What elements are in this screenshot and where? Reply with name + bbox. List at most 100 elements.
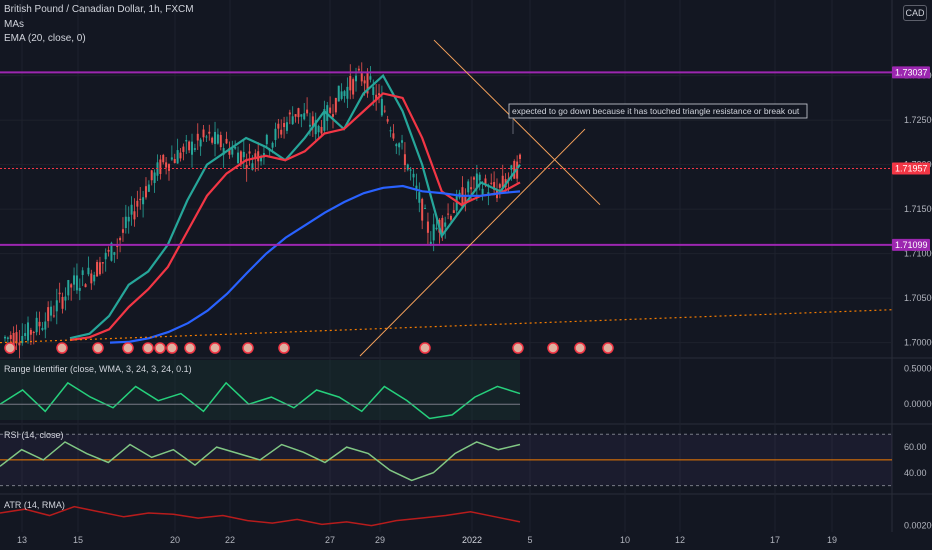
candle-body bbox=[303, 113, 306, 120]
candle-body bbox=[366, 72, 369, 94]
candle-body bbox=[386, 119, 389, 122]
candle-body bbox=[294, 114, 297, 117]
candle-body bbox=[406, 164, 409, 170]
x-tick-label: 5 bbox=[527, 535, 532, 545]
candle-body bbox=[170, 157, 173, 160]
economic-event-icon bbox=[166, 342, 178, 354]
economic-event-icon bbox=[122, 342, 134, 354]
candle-body bbox=[55, 300, 58, 312]
candle-body bbox=[44, 321, 47, 330]
annotation-text: expected to go down because it has touch… bbox=[512, 106, 800, 116]
candle-body bbox=[317, 125, 320, 133]
candle-body bbox=[311, 116, 314, 127]
economic-event-icon bbox=[56, 342, 68, 354]
candle-body bbox=[130, 204, 133, 215]
candle-body bbox=[501, 175, 504, 188]
range-band bbox=[0, 360, 520, 420]
candle-body bbox=[415, 185, 418, 190]
indicator-title: RSI (14, close) bbox=[4, 430, 64, 440]
candle-body bbox=[136, 200, 139, 207]
candle-body bbox=[412, 173, 415, 178]
candle-body bbox=[470, 187, 473, 190]
candle-body bbox=[185, 140, 188, 142]
candle-body bbox=[110, 242, 113, 261]
candle-body bbox=[228, 147, 231, 155]
candle-body bbox=[372, 87, 375, 96]
candle-body bbox=[334, 97, 337, 113]
candle-body bbox=[498, 184, 501, 188]
candle-body bbox=[139, 198, 142, 201]
candle-body bbox=[9, 335, 12, 340]
indicator-tick-label: 60.00 bbox=[904, 442, 927, 452]
candle-body bbox=[222, 148, 225, 155]
price-tick-label: 1.70000 bbox=[904, 338, 932, 348]
x-tick-label: 15 bbox=[73, 535, 83, 545]
price-tick-label: 1.72500 bbox=[904, 115, 932, 125]
candle-body bbox=[308, 124, 311, 127]
candle-body bbox=[234, 146, 237, 149]
triangle-upper-line bbox=[433, 39, 601, 206]
candle-body bbox=[101, 262, 104, 264]
candle-body bbox=[38, 321, 41, 327]
indicator-tick-label: 40.00 bbox=[904, 468, 927, 478]
candle-body bbox=[121, 229, 124, 233]
candle-body bbox=[360, 72, 363, 82]
candle-body bbox=[447, 213, 450, 215]
candle-body bbox=[349, 75, 352, 91]
candle-body bbox=[127, 216, 130, 222]
price-level-tag bbox=[892, 162, 930, 175]
candle-body bbox=[478, 174, 481, 181]
x-tick-label: 13 bbox=[17, 535, 27, 545]
annotation-box bbox=[508, 103, 808, 119]
candle-body bbox=[144, 186, 147, 198]
candle-body bbox=[383, 110, 386, 112]
candle-body bbox=[277, 123, 280, 129]
candle-body bbox=[124, 216, 127, 229]
candle-body bbox=[78, 287, 81, 291]
candle-body bbox=[314, 120, 317, 135]
ma-blue-line bbox=[109, 184, 521, 344]
candle-body bbox=[12, 332, 15, 346]
candle-body bbox=[98, 262, 101, 275]
candle-body bbox=[153, 172, 156, 184]
candle-body bbox=[50, 306, 53, 316]
candle-body bbox=[24, 333, 27, 336]
candle-body bbox=[519, 154, 521, 159]
candle-body bbox=[242, 151, 245, 158]
candle-body bbox=[429, 241, 432, 245]
candle-body bbox=[239, 151, 242, 163]
candle-body bbox=[93, 274, 96, 282]
candle-body bbox=[64, 296, 67, 301]
ma-legend[interactable]: MAs bbox=[4, 19, 24, 30]
ema-legend[interactable]: EMA (20, close, 0) bbox=[4, 33, 86, 44]
economic-event-icon bbox=[602, 342, 614, 354]
candle-body bbox=[15, 332, 18, 344]
currency-badge[interactable]: CAD bbox=[903, 5, 927, 21]
economic-event-icon bbox=[142, 342, 154, 354]
candle-body bbox=[251, 163, 254, 170]
candle-body bbox=[329, 107, 332, 113]
indicator-tick-label: 0.00000 bbox=[904, 399, 932, 409]
economic-event-icon bbox=[547, 342, 559, 354]
x-tick-label: 2022 bbox=[462, 535, 482, 545]
triangle-lower-line bbox=[359, 128, 586, 357]
candle-body bbox=[513, 160, 516, 179]
candle-body bbox=[173, 159, 176, 164]
x-tick-label: 12 bbox=[675, 535, 685, 545]
economic-event-icon bbox=[242, 342, 254, 354]
candle-body bbox=[403, 154, 406, 166]
x-tick-label: 20 bbox=[170, 535, 180, 545]
candle-body bbox=[464, 196, 467, 203]
candle-body bbox=[288, 112, 291, 115]
candle-body bbox=[73, 275, 76, 285]
candle-body bbox=[188, 141, 191, 151]
candle-body bbox=[435, 227, 438, 230]
candle-body bbox=[147, 184, 150, 192]
candle-body bbox=[205, 136, 208, 138]
candle-body bbox=[35, 317, 38, 333]
candle-body bbox=[490, 182, 493, 184]
candle-body bbox=[375, 94, 378, 101]
candle-body bbox=[245, 164, 248, 169]
